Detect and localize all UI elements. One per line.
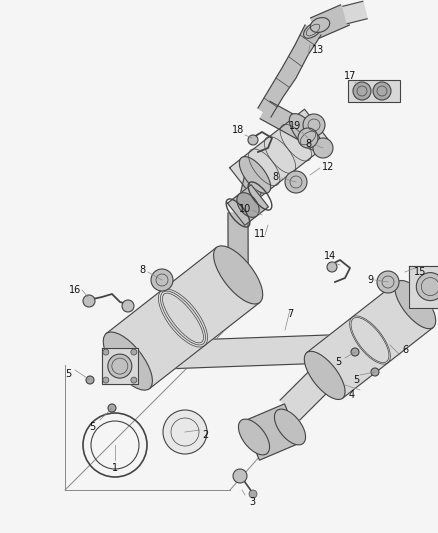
Circle shape [298,128,318,148]
Polygon shape [230,109,330,201]
Text: 19: 19 [289,121,301,131]
Text: 14: 14 [324,251,336,261]
Text: 17: 17 [344,71,356,81]
Ellipse shape [304,351,345,400]
Ellipse shape [237,192,259,217]
Polygon shape [228,213,248,275]
Ellipse shape [290,114,321,150]
Circle shape [377,271,399,293]
Text: 5: 5 [65,369,71,379]
Circle shape [327,262,337,272]
Ellipse shape [214,246,263,304]
Circle shape [416,272,438,301]
Polygon shape [238,173,265,207]
Text: 3: 3 [249,497,255,507]
Circle shape [285,171,307,193]
Polygon shape [243,404,301,460]
Polygon shape [343,1,367,24]
Text: 4: 4 [349,390,355,400]
Text: 9: 9 [367,275,373,285]
Polygon shape [106,247,260,389]
Circle shape [151,269,173,291]
Text: 6: 6 [402,345,408,355]
Ellipse shape [239,157,271,193]
Circle shape [131,349,137,355]
Polygon shape [102,348,138,384]
Circle shape [303,114,325,136]
Circle shape [83,295,95,307]
Circle shape [108,404,116,412]
Circle shape [103,377,109,383]
Polygon shape [409,265,438,308]
Ellipse shape [275,409,306,445]
Circle shape [86,376,94,384]
Ellipse shape [395,280,436,329]
Text: 1: 1 [112,463,118,473]
Circle shape [351,348,359,356]
Text: 12: 12 [322,162,334,172]
Circle shape [103,349,109,355]
Text: 5: 5 [335,357,341,367]
Text: 5: 5 [353,375,359,385]
Text: 2: 2 [202,430,208,440]
Polygon shape [260,101,310,141]
Circle shape [122,300,134,312]
Text: 15: 15 [414,267,426,277]
Circle shape [108,354,132,378]
Polygon shape [280,366,335,420]
Circle shape [313,138,333,158]
Ellipse shape [304,22,322,38]
Circle shape [371,368,379,376]
Bar [348,80,400,102]
Text: 10: 10 [239,204,251,214]
Text: 5: 5 [89,422,95,432]
Circle shape [249,490,257,498]
Ellipse shape [310,18,330,33]
Polygon shape [258,25,321,117]
Text: 8: 8 [272,172,278,182]
Circle shape [131,377,137,383]
Text: 16: 16 [69,285,81,295]
Circle shape [233,469,247,483]
Polygon shape [307,282,433,398]
Text: 8: 8 [139,265,145,275]
Circle shape [373,82,391,100]
Circle shape [248,135,258,145]
Polygon shape [228,185,268,225]
Text: 7: 7 [287,309,293,319]
Text: 18: 18 [232,125,244,135]
Text: 13: 13 [312,45,324,55]
Polygon shape [132,334,357,370]
Circle shape [163,410,207,454]
Ellipse shape [103,332,152,390]
Polygon shape [311,5,350,38]
Text: 8: 8 [305,139,311,149]
Ellipse shape [238,419,269,455]
Text: 11: 11 [254,229,266,239]
Circle shape [353,82,371,100]
